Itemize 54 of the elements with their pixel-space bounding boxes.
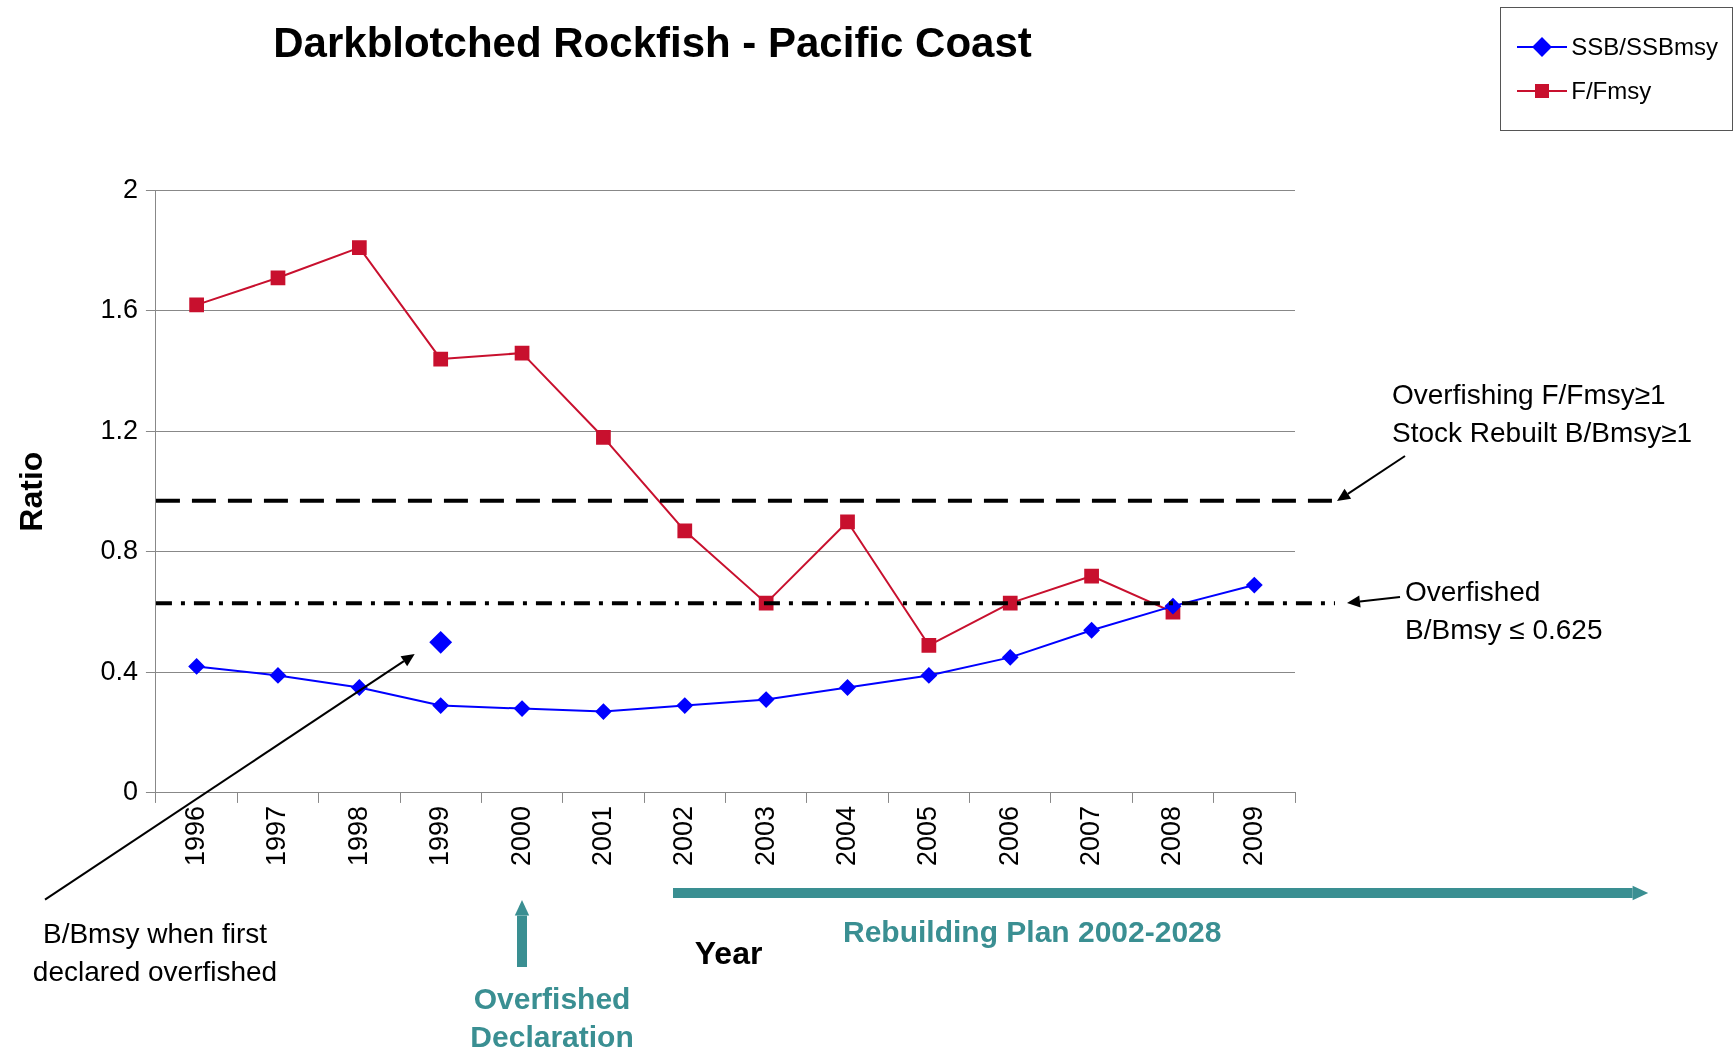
point — [429, 631, 452, 654]
ref-line-label: Overfishing F/Fmsy≥1 Stock Rebuilt B/Bmsy≥1 — [1392, 377, 1693, 450]
x-tick-label: 2006 — [993, 805, 1024, 867]
point — [351, 240, 367, 256]
point — [921, 637, 937, 653]
x-tick-label: 2004 — [830, 805, 861, 867]
x-tick-label: 2001 — [586, 805, 617, 867]
point — [1002, 595, 1018, 611]
x-axis-title: Year — [694, 935, 763, 972]
x-tick-label: 1997 — [261, 805, 292, 867]
y-tick-label: 0.4 — [100, 655, 138, 686]
point — [758, 691, 775, 708]
x-tick-label: 1996 — [180, 805, 211, 867]
x-tick-label: 2007 — [1075, 805, 1106, 867]
x-tick-label: 2003 — [749, 805, 780, 867]
point — [1246, 577, 1263, 594]
x-tick-label: 2005 — [912, 805, 943, 867]
y-tick-label: 1.2 — [100, 414, 138, 445]
point — [677, 523, 693, 539]
text: Overfished Declaration — [469, 981, 635, 1055]
x-tick-label: 2000 — [505, 805, 536, 867]
chart-title: Darkblotched Rockfish - Pacific Coast — [273, 18, 1032, 66]
point — [188, 658, 205, 675]
y-axis-title: Ratio — [13, 451, 50, 532]
point — [596, 430, 611, 445]
point — [1083, 622, 1100, 639]
legend-label: SSB/SSBmsy — [1571, 33, 1718, 61]
point — [270, 270, 286, 286]
x-tick-label: 2008 — [1156, 805, 1187, 867]
y-tick-label: 0.8 — [100, 535, 138, 566]
x-tick-label: 1999 — [424, 805, 455, 867]
point — [676, 697, 693, 714]
point — [514, 700, 531, 717]
y-tick-label: 1.6 — [100, 294, 138, 325]
y-tick-label: 2 — [122, 173, 138, 204]
point — [433, 351, 449, 367]
point — [189, 297, 204, 313]
point — [1084, 568, 1099, 584]
ref-line-label: Overfished B/Bmsy ≤ 0.625 — [1405, 575, 1603, 648]
point — [269, 667, 286, 684]
point — [595, 703, 612, 720]
point — [920, 667, 937, 684]
x-tick-label: 1998 — [342, 805, 373, 867]
legend-label: F/Fmsy — [1571, 77, 1652, 105]
x-tick-label: 2009 — [1237, 805, 1268, 867]
point — [840, 514, 855, 530]
x-tick-label: 2002 — [668, 805, 699, 867]
point — [432, 697, 449, 714]
y-tick-label: 0 — [122, 776, 138, 807]
point — [514, 345, 530, 361]
text: Rebuilding Plan 2002-2028 — [843, 915, 1222, 949]
point — [1002, 649, 1019, 666]
point — [839, 679, 856, 696]
text: B/Bmsy when first declared overfished — [31, 917, 279, 989]
